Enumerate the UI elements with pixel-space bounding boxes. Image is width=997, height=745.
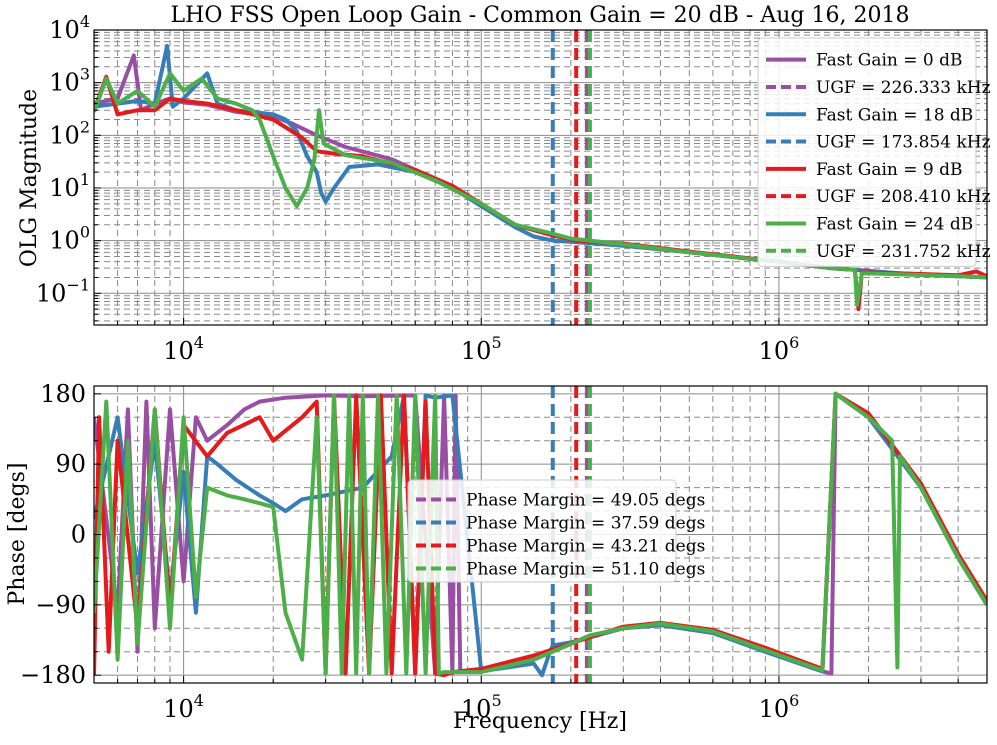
phase-xlabel: Frequency [Hz] [453, 709, 627, 734]
legend-entry: Phase Margin = 43.21 degs [466, 537, 705, 557]
magnitude-plot-frame [93, 29, 988, 326]
y-tick-label: 0 [71, 521, 86, 549]
magnitude-ylabel: OLG Magnitude [17, 89, 42, 267]
legend-entry: Phase Margin = 37.59 degs [466, 514, 705, 534]
legend-entry: Phase Margin = 51.10 degs [466, 560, 705, 580]
y-tick-label: −180 [20, 661, 86, 689]
legend-box [757, 37, 977, 267]
legend-entry: Fast Gain = 18 dB [816, 105, 973, 125]
y-tick-label: 10−1 [36, 275, 90, 307]
y-tick-label: 90 [55, 450, 86, 478]
y-tick-label: 180 [40, 380, 86, 408]
x-tick-label: 104 [163, 691, 204, 723]
y-tick-label: 100 [49, 223, 90, 255]
legend-entry: Fast Gain = 0 dB [816, 51, 962, 71]
series-line-3 [94, 71, 987, 307]
series-line-3 [94, 391, 987, 676]
y-tick-label: 102 [49, 117, 90, 149]
legend-entry: UGF = 173.854 kHz [816, 133, 991, 153]
x-tick-label: 104 [163, 333, 204, 365]
phase-plot: 104 105 106 180 90 0 −90 −180 Phase [degs] Freq… [5, 380, 988, 734]
x-tick-label: 105 [461, 691, 502, 723]
x-tick-label: 106 [759, 691, 800, 723]
legend-entry: UGF = 231.752 kHz [816, 242, 991, 262]
y-tick-label: 101 [49, 170, 90, 202]
legend-entry: UGF = 208.410 kHz [816, 187, 991, 207]
magnitude-plot: 104 105 106 10−1 100 101 102 103 104 OLG Magnitu… [17, 12, 991, 365]
chart-title: LHO FSS Open Loop Gain - Common Gain = 2… [171, 3, 910, 28]
phase-ylabel: Phase [degs] [5, 462, 30, 605]
legend-entry: UGF = 226.333 kHz [816, 78, 991, 98]
x-tick-label: 106 [759, 333, 800, 365]
legend-entry: Fast Gain = 24 dB [816, 214, 973, 234]
y-tick-label: −90 [35, 591, 86, 619]
y-tick-label: 104 [49, 12, 90, 44]
x-tick-label: 105 [461, 333, 502, 365]
legend-box [407, 479, 677, 583]
legend-entry: Phase Margin = 49.05 degs [466, 491, 705, 511]
y-tick-label: 103 [49, 65, 90, 97]
legend-entry: Fast Gain = 9 dB [816, 160, 962, 180]
